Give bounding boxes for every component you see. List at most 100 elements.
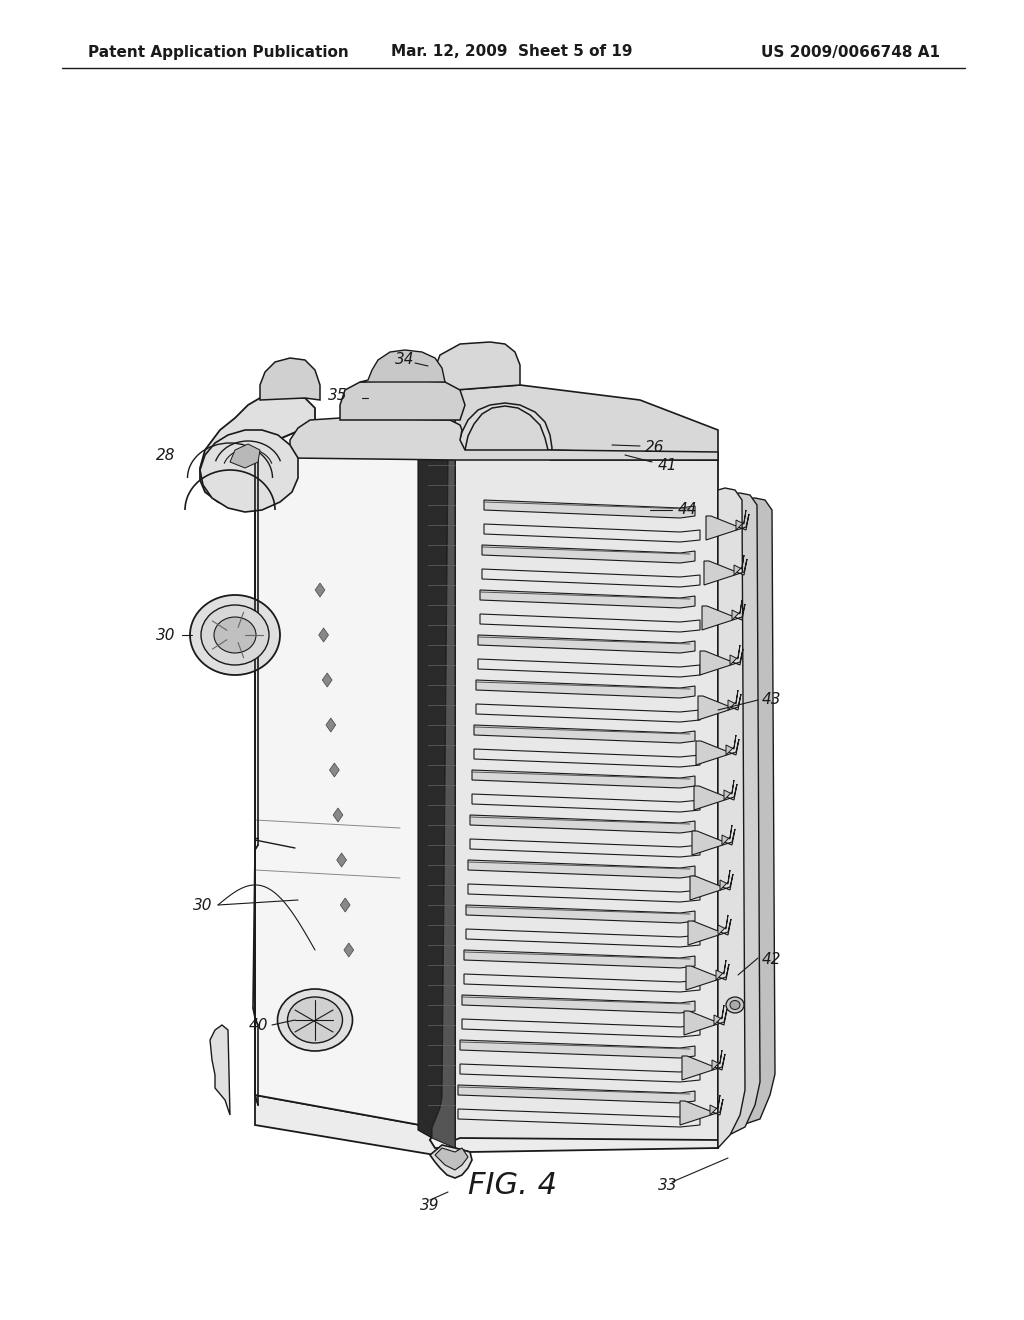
Polygon shape [460, 1040, 695, 1059]
Polygon shape [340, 898, 350, 912]
Polygon shape [484, 524, 700, 543]
Polygon shape [458, 1109, 700, 1127]
Polygon shape [462, 995, 695, 1012]
Polygon shape [435, 342, 520, 389]
Text: 26: 26 [645, 441, 665, 455]
Polygon shape [255, 1096, 718, 1155]
Polygon shape [344, 942, 353, 957]
Polygon shape [458, 1085, 695, 1104]
Polygon shape [472, 770, 695, 788]
Polygon shape [734, 554, 744, 576]
Polygon shape [462, 1019, 700, 1038]
Polygon shape [690, 874, 733, 900]
Polygon shape [726, 735, 736, 755]
Polygon shape [706, 513, 749, 540]
Polygon shape [466, 906, 695, 923]
Polygon shape [700, 649, 743, 675]
Polygon shape [476, 704, 700, 722]
Text: 40: 40 [249, 1018, 268, 1032]
Polygon shape [482, 569, 700, 587]
Polygon shape [260, 358, 319, 400]
Polygon shape [702, 605, 745, 630]
Ellipse shape [190, 595, 280, 675]
Polygon shape [684, 1008, 727, 1035]
Polygon shape [478, 635, 695, 653]
Polygon shape [435, 1148, 468, 1170]
Polygon shape [718, 492, 760, 1140]
Text: 41: 41 [658, 458, 678, 473]
Polygon shape [290, 418, 718, 459]
Text: US 2009/0066748 A1: US 2009/0066748 A1 [761, 45, 940, 59]
Text: 33: 33 [658, 1177, 678, 1192]
Polygon shape [720, 870, 730, 890]
Polygon shape [337, 853, 346, 867]
Polygon shape [472, 795, 700, 812]
Polygon shape [460, 1064, 700, 1082]
Polygon shape [728, 690, 738, 710]
Polygon shape [686, 964, 729, 990]
Polygon shape [360, 350, 445, 381]
Polygon shape [714, 1005, 724, 1026]
Ellipse shape [288, 997, 342, 1043]
Polygon shape [210, 1026, 230, 1115]
Polygon shape [470, 840, 700, 857]
Polygon shape [712, 1049, 722, 1071]
Text: 44: 44 [678, 503, 697, 517]
Text: 34: 34 [395, 352, 415, 367]
Polygon shape [718, 488, 745, 1148]
Text: FIG. 4: FIG. 4 [468, 1171, 556, 1200]
Polygon shape [455, 385, 718, 459]
Polygon shape [476, 680, 695, 698]
Polygon shape [716, 960, 726, 979]
Polygon shape [730, 645, 740, 665]
Polygon shape [718, 498, 775, 1133]
Polygon shape [315, 583, 325, 597]
Polygon shape [732, 601, 742, 620]
Polygon shape [318, 628, 329, 642]
Polygon shape [230, 444, 260, 469]
Polygon shape [432, 455, 455, 1148]
Polygon shape [478, 659, 700, 677]
Ellipse shape [201, 605, 269, 665]
Text: Mar. 12, 2009  Sheet 5 of 19: Mar. 12, 2009 Sheet 5 of 19 [391, 45, 633, 59]
Text: 42: 42 [762, 953, 781, 968]
Polygon shape [722, 825, 732, 845]
Ellipse shape [730, 1001, 740, 1010]
Polygon shape [484, 500, 695, 517]
Polygon shape [682, 1053, 725, 1080]
Polygon shape [710, 1096, 720, 1115]
Polygon shape [330, 763, 339, 777]
Polygon shape [718, 915, 728, 935]
Ellipse shape [214, 616, 256, 653]
Polygon shape [688, 919, 731, 945]
Polygon shape [470, 814, 695, 833]
Ellipse shape [278, 989, 352, 1051]
Polygon shape [482, 545, 695, 564]
Polygon shape [326, 718, 336, 733]
Text: 30: 30 [193, 898, 212, 912]
Polygon shape [464, 974, 700, 993]
Polygon shape [418, 455, 449, 1138]
Polygon shape [474, 748, 700, 767]
Polygon shape [724, 780, 734, 800]
Polygon shape [480, 614, 700, 632]
Polygon shape [455, 455, 718, 1148]
Text: 30: 30 [156, 627, 175, 643]
Ellipse shape [726, 997, 744, 1012]
Text: 39: 39 [420, 1197, 439, 1213]
Polygon shape [468, 884, 700, 902]
Polygon shape [468, 861, 695, 878]
Polygon shape [255, 428, 455, 1148]
Polygon shape [692, 829, 735, 855]
Polygon shape [466, 929, 700, 946]
Text: 43: 43 [762, 693, 781, 708]
Text: Patent Application Publication: Patent Application Publication [88, 45, 349, 59]
Polygon shape [333, 808, 343, 822]
Polygon shape [200, 430, 298, 512]
Polygon shape [698, 694, 741, 719]
Polygon shape [430, 1144, 472, 1177]
Polygon shape [474, 725, 695, 743]
Polygon shape [200, 399, 315, 510]
Polygon shape [696, 739, 739, 766]
Polygon shape [480, 590, 695, 609]
